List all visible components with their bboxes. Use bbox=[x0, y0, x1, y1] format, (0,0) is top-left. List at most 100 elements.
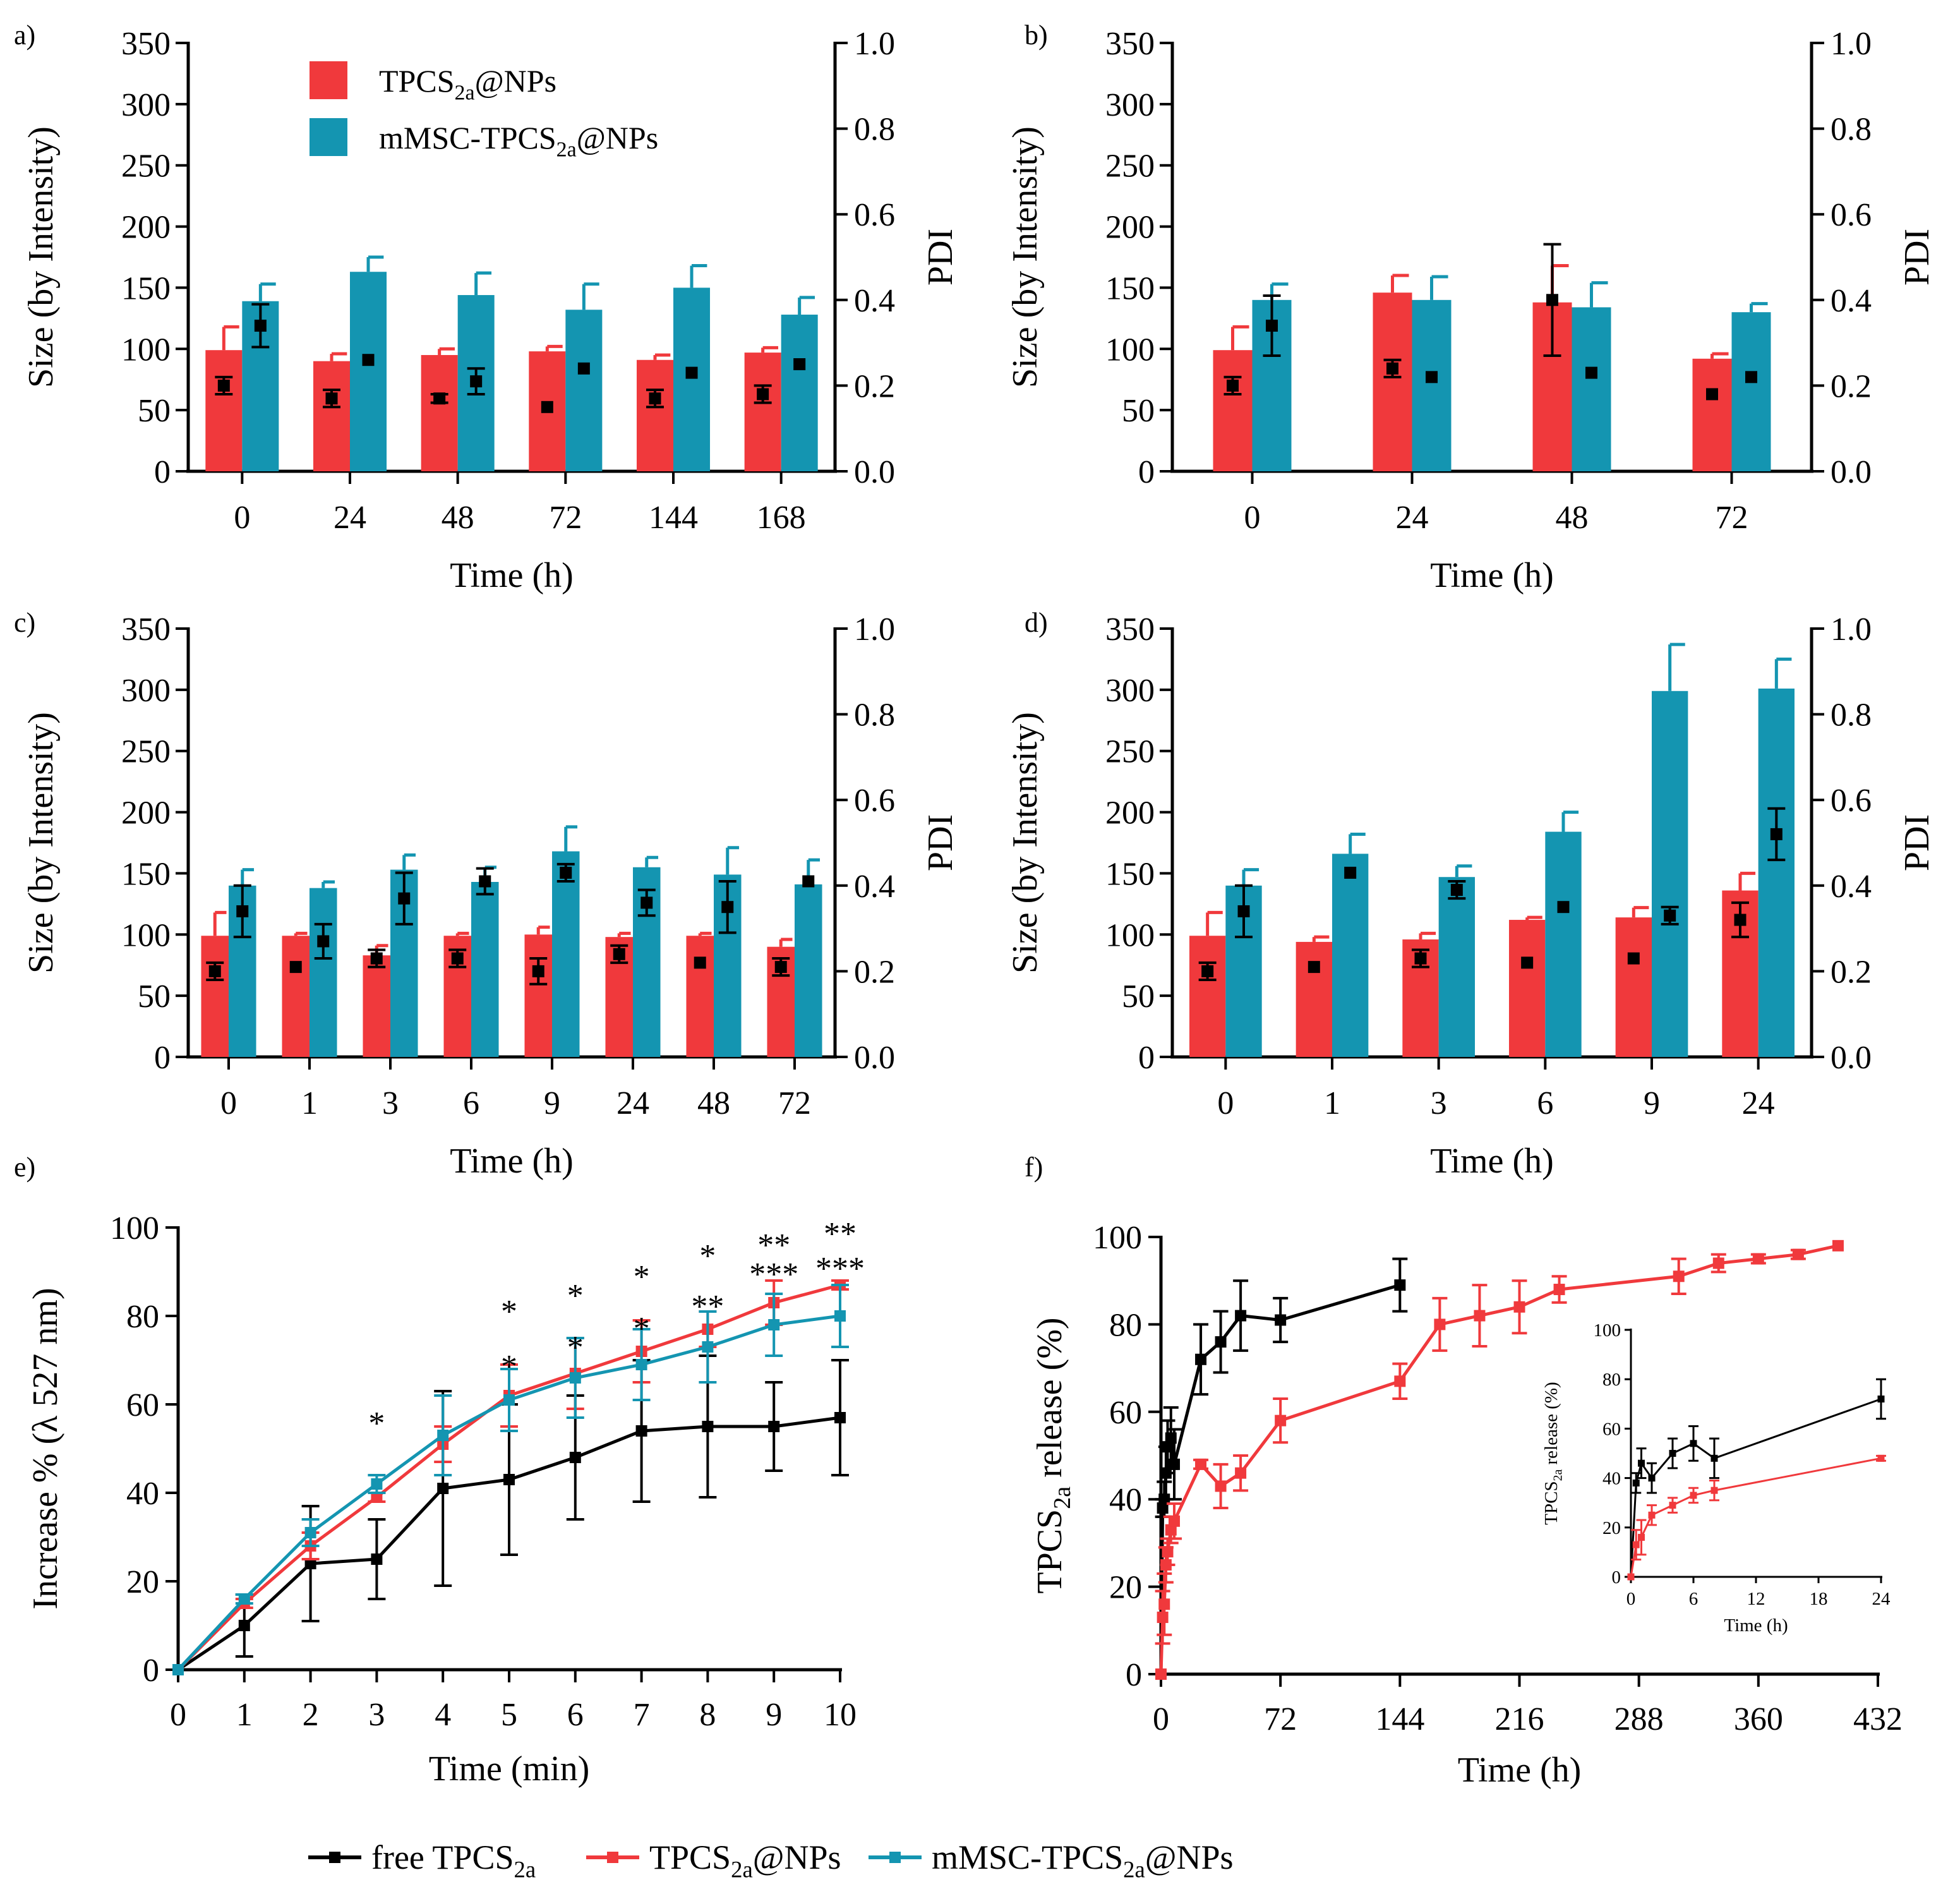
x-tick-label: 432 bbox=[1853, 1701, 1903, 1737]
x-tick-label: 360 bbox=[1734, 1701, 1783, 1737]
y2-tick-label: 0.6 bbox=[1831, 197, 1872, 233]
x-tick-label: 1 bbox=[1324, 1085, 1340, 1121]
x-tick-label: 1 bbox=[301, 1085, 318, 1121]
significance-red: *** bbox=[815, 1251, 865, 1287]
legend-marker bbox=[329, 1852, 340, 1863]
inset-y-tick-label: 0 bbox=[1612, 1567, 1621, 1588]
series-line bbox=[1159, 1244, 1839, 1675]
y2-tick-label: 0.4 bbox=[854, 869, 895, 905]
bar bbox=[524, 934, 552, 1057]
y2-tick-label: 0.0 bbox=[1831, 1040, 1872, 1076]
inset-x-axis-title: Time (h) bbox=[1724, 1615, 1788, 1636]
data-point bbox=[437, 1483, 449, 1494]
x-tick-label: 6 bbox=[567, 1697, 584, 1733]
x-tick-label: 0 bbox=[1244, 500, 1261, 536]
y-tick-label: 50 bbox=[1122, 979, 1155, 1015]
bar bbox=[282, 936, 310, 1057]
data-point bbox=[1474, 1310, 1486, 1322]
y-tick-label: 200 bbox=[1105, 795, 1155, 831]
inset-series-line bbox=[1630, 1398, 1882, 1577]
y2-tick-label: 0.6 bbox=[854, 197, 895, 233]
inset-data-point bbox=[1632, 1479, 1640, 1487]
data-point bbox=[1275, 1414, 1287, 1427]
x-axis-title: Time (h) bbox=[1458, 1751, 1582, 1790]
inset-data-point bbox=[1638, 1459, 1645, 1467]
y-tick-label: 20 bbox=[126, 1564, 159, 1600]
panel-label: d) bbox=[1025, 607, 1048, 638]
y-tick-label: 250 bbox=[121, 734, 171, 770]
panel-label: f) bbox=[1025, 1152, 1043, 1183]
data-point bbox=[304, 1527, 316, 1538]
data-point bbox=[1434, 1318, 1446, 1330]
y2-tick-label: 0.8 bbox=[1831, 112, 1872, 148]
legend-marker bbox=[607, 1852, 618, 1863]
x-tick-label: 24 bbox=[334, 500, 366, 536]
panel-label: a) bbox=[14, 20, 35, 51]
y-tick-label: 40 bbox=[1109, 1482, 1142, 1518]
pdi-point bbox=[1664, 909, 1676, 922]
bar bbox=[1615, 917, 1652, 1057]
y-axis-title: Size (by Intensity) bbox=[1006, 126, 1045, 388]
data-point bbox=[569, 1452, 581, 1463]
data-point bbox=[238, 1620, 250, 1631]
pdi-point bbox=[1227, 379, 1239, 392]
y-tick-label: 80 bbox=[126, 1299, 159, 1335]
pdi-point bbox=[1266, 319, 1278, 332]
bar bbox=[313, 361, 350, 471]
data-point bbox=[702, 1341, 714, 1353]
y2-tick-label: 0.0 bbox=[854, 1040, 895, 1076]
y-tick-label: 350 bbox=[1105, 26, 1155, 62]
bar bbox=[1296, 941, 1332, 1057]
y-tick-label: 50 bbox=[138, 979, 171, 1015]
bar bbox=[744, 353, 781, 471]
pdi-point bbox=[398, 892, 411, 905]
x-tick-label: 24 bbox=[1396, 500, 1429, 536]
bar bbox=[686, 936, 714, 1057]
pdi-point bbox=[560, 866, 572, 879]
panel-label: c) bbox=[14, 607, 35, 638]
pdi-point bbox=[1308, 961, 1320, 974]
data-point bbox=[1712, 1257, 1724, 1269]
y-tick-label: 50 bbox=[138, 393, 171, 429]
inset-y-tick-label: 60 bbox=[1602, 1419, 1621, 1439]
data-point bbox=[768, 1319, 780, 1330]
pdi-point bbox=[254, 319, 267, 332]
pdi-point bbox=[370, 952, 383, 965]
y-tick-label: 40 bbox=[126, 1476, 159, 1512]
significance-teal: * bbox=[634, 1259, 650, 1295]
y-tick-label: 350 bbox=[121, 26, 171, 62]
x-tick-label: 0 bbox=[1217, 1085, 1234, 1121]
pdi-point bbox=[317, 935, 330, 948]
y2-tick-label: 0.0 bbox=[854, 454, 895, 490]
x-tick-label: 168 bbox=[757, 500, 806, 536]
bar bbox=[1438, 877, 1476, 1057]
pdi-point bbox=[1706, 388, 1718, 401]
x-tick-label: 216 bbox=[1495, 1701, 1544, 1737]
series-line bbox=[1159, 1283, 1401, 1675]
x-tick-label: 24 bbox=[616, 1085, 649, 1121]
y2-tick-label: 0.6 bbox=[854, 783, 895, 819]
y2-axis-title: PDI bbox=[921, 229, 960, 286]
inset-data-point bbox=[1690, 1492, 1697, 1499]
x-tick-label: 5 bbox=[501, 1697, 517, 1733]
y2-tick-label: 0.2 bbox=[854, 368, 895, 404]
y-tick-label: 0 bbox=[1138, 1040, 1155, 1076]
y2-tick-label: 0.8 bbox=[854, 697, 895, 733]
y2-tick-label: 0.4 bbox=[854, 283, 895, 319]
bar bbox=[363, 955, 390, 1057]
data-point bbox=[437, 1430, 449, 1441]
x-tick-label: 3 bbox=[382, 1085, 399, 1121]
y-axis-title: Size (by Intensity) bbox=[1006, 712, 1045, 974]
y-tick-label: 200 bbox=[121, 795, 171, 831]
bar bbox=[552, 851, 580, 1057]
pdi-point bbox=[757, 388, 769, 401]
significance-red: * bbox=[567, 1330, 584, 1366]
pdi-point bbox=[532, 965, 544, 977]
data-point bbox=[834, 1412, 846, 1423]
pdi-point bbox=[1201, 965, 1214, 977]
inset-data-point bbox=[1648, 1511, 1656, 1519]
y-tick-label: 0 bbox=[154, 454, 171, 490]
bar bbox=[1508, 920, 1546, 1057]
bar bbox=[781, 315, 818, 471]
pdi-point bbox=[451, 952, 464, 965]
